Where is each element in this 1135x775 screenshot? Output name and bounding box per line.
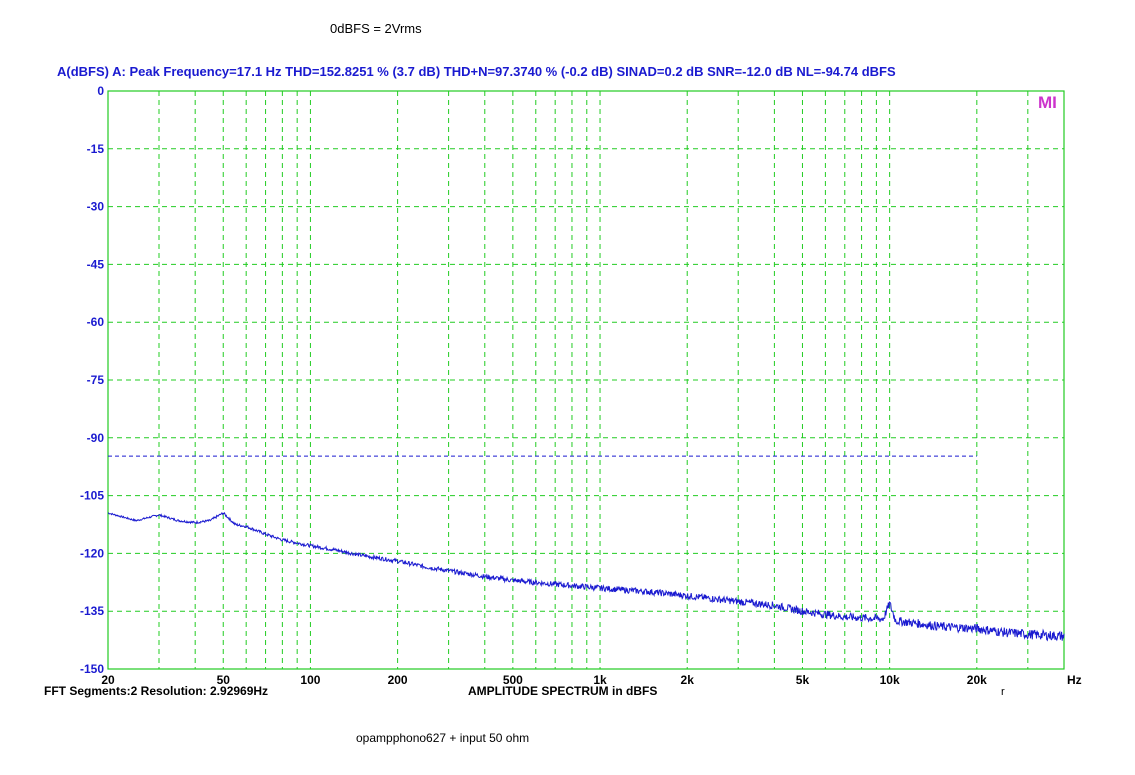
measurement-header: A(dBFS) A: Peak Frequency=17.1 Hz THD=15… [57,64,896,79]
y-tick-label: 0 [97,84,104,98]
chart-caption: AMPLITUDE SPECTRUM in dBFS [468,684,658,698]
x-tick-label: 50 [217,673,231,687]
device-note: opampphono627 + input 50 ohm [356,731,530,745]
y-tick-label: -60 [87,315,105,329]
fft-info: FFT Segments:2 Resolution: 2.92969Hz [44,684,269,698]
x-axis: 20 50 100 200 500 1k 2k 5k 10k 20k Hz [101,673,1081,687]
x-tick-label: 20k [967,673,987,687]
x-tick-label: 2k [681,673,695,687]
cursor-mark: r [1001,686,1005,698]
x-tick-label: 200 [388,673,408,687]
x-tick-label: 100 [300,673,320,687]
y-tick-label: -75 [87,373,105,387]
trace-layer [108,511,1065,642]
spectrum-trace [108,511,1065,642]
y-tick-label: -150 [80,662,104,676]
x-tick-label: 10k [880,673,900,687]
grid [108,91,1064,669]
y-tick-label: -135 [80,604,104,618]
y-tick-label: -30 [87,200,105,214]
y-tick-label: -45 [87,257,105,271]
y-tick-label: -90 [87,431,105,445]
x-tick-label: 5k [796,673,810,687]
x-tick-label: 500 [503,673,523,687]
y-tick-label: -120 [80,546,104,560]
y-axis: 0 -15 -30 -45 -60 -75 -90 -105 -120 -135 -150 [80,84,104,676]
x-unit-label: Hz [1067,673,1082,687]
reference-note: 0dBFS = 2Vrms [330,21,422,36]
logo-mark: MI [1038,93,1057,112]
plot-frame [107,90,1065,670]
x-tick-label: 20 [101,673,115,687]
x-tick-label: 1k [593,673,607,687]
y-tick-label: -105 [80,489,104,503]
y-tick-label: -15 [87,142,105,156]
